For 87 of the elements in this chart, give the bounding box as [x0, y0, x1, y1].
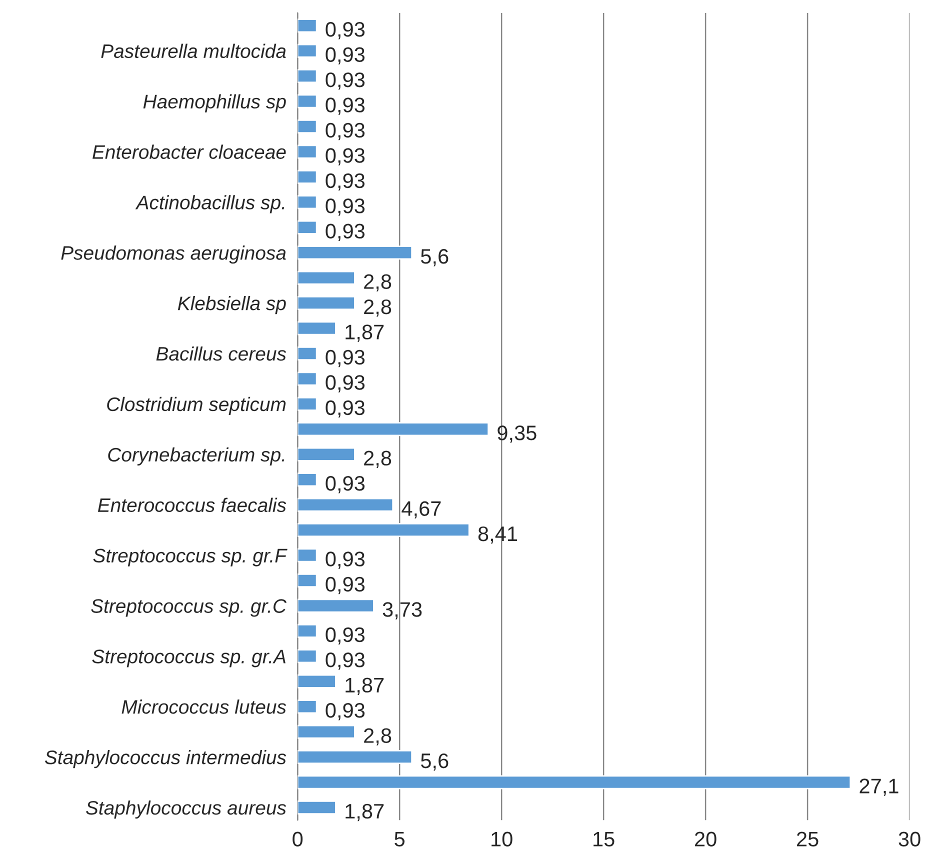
- bar: [298, 396, 318, 411]
- x-tick-label: 15: [594, 832, 614, 847]
- bar: [298, 270, 356, 285]
- bar: [298, 598, 374, 613]
- y-tick-label: Corynebacterium sp.: [108, 447, 284, 466]
- y-tick-label: Bacillus cereus: [156, 346, 286, 361]
- bar: [298, 523, 470, 538]
- y-tick-label: Enterobacter cloaceae: [92, 144, 286, 159]
- bar: [298, 573, 318, 588]
- bar: [298, 724, 356, 739]
- bar: [298, 94, 318, 108]
- bar: [298, 472, 318, 487]
- bar: [298, 119, 318, 134]
- data-label: 2,8: [364, 274, 392, 292]
- data-label: 0,93: [326, 627, 365, 645]
- data-label: 0,93: [326, 476, 365, 494]
- y-tick-label: Streptococcus sp. gr.C: [91, 599, 287, 617]
- bar: [298, 700, 318, 714]
- data-label: 4,67: [402, 501, 441, 518]
- data-label: 9,35: [498, 426, 536, 443]
- data-label: 1,87: [346, 804, 384, 822]
- bar: [298, 144, 318, 159]
- x-tick-label: 5: [394, 832, 405, 847]
- bar: [298, 44, 318, 58]
- data-label: 0,93: [326, 198, 365, 216]
- bar: [298, 447, 356, 462]
- bar: [298, 170, 318, 184]
- x-tick-label: 10: [492, 832, 512, 847]
- y-tick-label: Micrococcus luteus: [122, 700, 286, 714]
- bar: [298, 220, 318, 234]
- data-label: 0,93: [326, 47, 365, 64]
- data-label: 0,93: [326, 400, 365, 418]
- y-tick-label: Haemophillus sp: [143, 94, 286, 112]
- data-label: 0,93: [326, 224, 365, 241]
- data-label: 0,93: [326, 552, 365, 569]
- bar: [298, 372, 318, 386]
- data-label: 0,93: [326, 350, 365, 368]
- data-label: 0,93: [326, 22, 365, 40]
- y-tick-label: Pasteurella multocida: [101, 44, 286, 58]
- bar: [298, 18, 318, 33]
- bar: [298, 624, 318, 638]
- data-label: 0,93: [326, 72, 365, 90]
- x-tick-label: 30: [898, 832, 920, 847]
- data-label: 0,93: [326, 702, 365, 720]
- data-label: 5,6: [420, 753, 448, 771]
- data-label: 2,8: [364, 299, 392, 317]
- y-tick-label: Actinobacillus sp.: [135, 195, 284, 214]
- data-label: 8,41: [478, 526, 518, 544]
- y-tick-label: Staphylococcus intermedius: [44, 750, 286, 768]
- bar: [298, 346, 318, 360]
- data-label: 0,93: [326, 122, 365, 140]
- y-tick-label: Pseudomonas aeruginosa: [61, 246, 286, 264]
- bar: [298, 750, 413, 764]
- bar: [298, 246, 413, 260]
- data-label: 1,87: [346, 324, 384, 342]
- bar: [298, 195, 318, 210]
- bar: [298, 422, 490, 436]
- data-label: 27,1: [860, 778, 898, 796]
- data-label: 1,87: [346, 678, 384, 695]
- y-tick-label: Clostridium septicum: [107, 396, 286, 416]
- y-tick-label: Klebsiella sp: [178, 296, 286, 314]
- data-label: 5,6: [420, 248, 448, 266]
- y-tick-label: Streptococcus sp. gr.A: [92, 650, 286, 668]
- y-tick-label: Staphylococcus aureus: [86, 800, 286, 819]
- x-tick-label: 20: [695, 832, 716, 847]
- data-label: 0,93: [326, 98, 365, 115]
- data-label: 3,73: [382, 602, 422, 620]
- bar: [298, 548, 318, 562]
- y-tick-label: Streptococcus sp. gr.F: [93, 548, 288, 566]
- data-label: 0,93: [326, 148, 365, 166]
- bar: [298, 296, 356, 310]
- data-label: 0,93: [326, 173, 365, 191]
- bar: [298, 775, 852, 790]
- bar: [298, 321, 336, 336]
- data-label: 2,8: [364, 450, 392, 468]
- data-label: 0,93: [326, 576, 365, 594]
- data-label: 0,93: [326, 375, 365, 392]
- x-tick-label: 0: [292, 832, 303, 847]
- y-tick-label: Enterococcus faecalis: [98, 498, 286, 512]
- bar: [298, 498, 394, 512]
- bar: [298, 674, 336, 688]
- data-label: 0,93: [326, 652, 365, 670]
- bar: [298, 649, 318, 664]
- bar: [298, 800, 336, 814]
- x-tick-label: 25: [797, 832, 818, 847]
- bar: [298, 69, 318, 84]
- data-label: 2,8: [364, 728, 392, 746]
